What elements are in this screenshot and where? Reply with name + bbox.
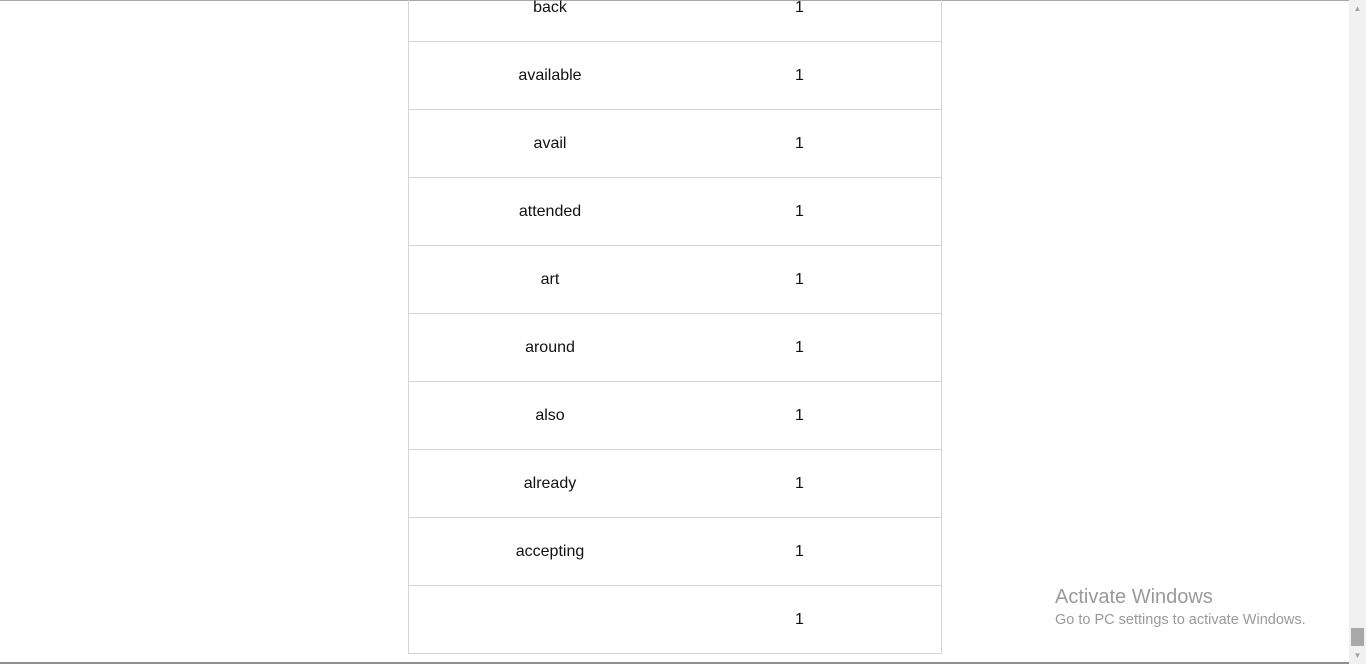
- word-cell: attended: [408, 177, 691, 246]
- vertical-scrollbar[interactable]: ▲ ▼: [1349, 0, 1366, 664]
- table-row: already 1: [408, 449, 942, 518]
- word-cell: accepting: [408, 517, 691, 586]
- word-frequency-table: back 1 available 1 avail 1 attended 1 ar…: [408, 0, 942, 654]
- table-row: around 1: [408, 313, 942, 382]
- count-cell: 1: [691, 41, 942, 110]
- table-row: attended 1: [408, 177, 942, 246]
- word-cell: available: [408, 41, 691, 110]
- table-row: back 1: [408, 0, 942, 42]
- word-cell: back: [408, 0, 691, 42]
- watermark-title: Activate Windows: [1055, 586, 1213, 608]
- activate-windows-watermark: Activate Windows Go to PC settings to ac…: [1055, 585, 1306, 631]
- scrollbar-thumb[interactable]: [1351, 628, 1364, 646]
- word-cell: [408, 585, 691, 654]
- scroll-up-arrow-icon[interactable]: ▲: [1353, 4, 1362, 13]
- table-row: art 1: [408, 245, 942, 314]
- word-frequency-table-container: back 1 available 1 avail 1 attended 1 ar…: [408, 0, 942, 654]
- count-cell: 1: [691, 177, 942, 246]
- table-row: also 1: [408, 381, 942, 450]
- word-cell: avail: [408, 109, 691, 178]
- table-row: available 1: [408, 41, 942, 110]
- word-cell: already: [408, 449, 691, 518]
- count-cell: 1: [691, 109, 942, 178]
- count-cell: 1: [691, 381, 942, 450]
- taskbar-edge: [0, 662, 1349, 664]
- table-row: accepting 1: [408, 517, 942, 586]
- word-cell: around: [408, 313, 691, 382]
- count-cell: 1: [691, 585, 942, 654]
- table-row: 1: [408, 585, 942, 654]
- scroll-down-arrow-icon[interactable]: ▼: [1353, 651, 1362, 660]
- watermark-subtitle: Go to PC settings to activate Windows.: [1055, 612, 1306, 628]
- count-cell: 1: [691, 313, 942, 382]
- count-cell: 1: [691, 245, 942, 314]
- count-cell: 1: [691, 517, 942, 586]
- count-cell: 1: [691, 449, 942, 518]
- count-cell: 1: [691, 0, 942, 42]
- word-cell: also: [408, 381, 691, 450]
- table-row: avail 1: [408, 109, 942, 178]
- word-cell: art: [408, 245, 691, 314]
